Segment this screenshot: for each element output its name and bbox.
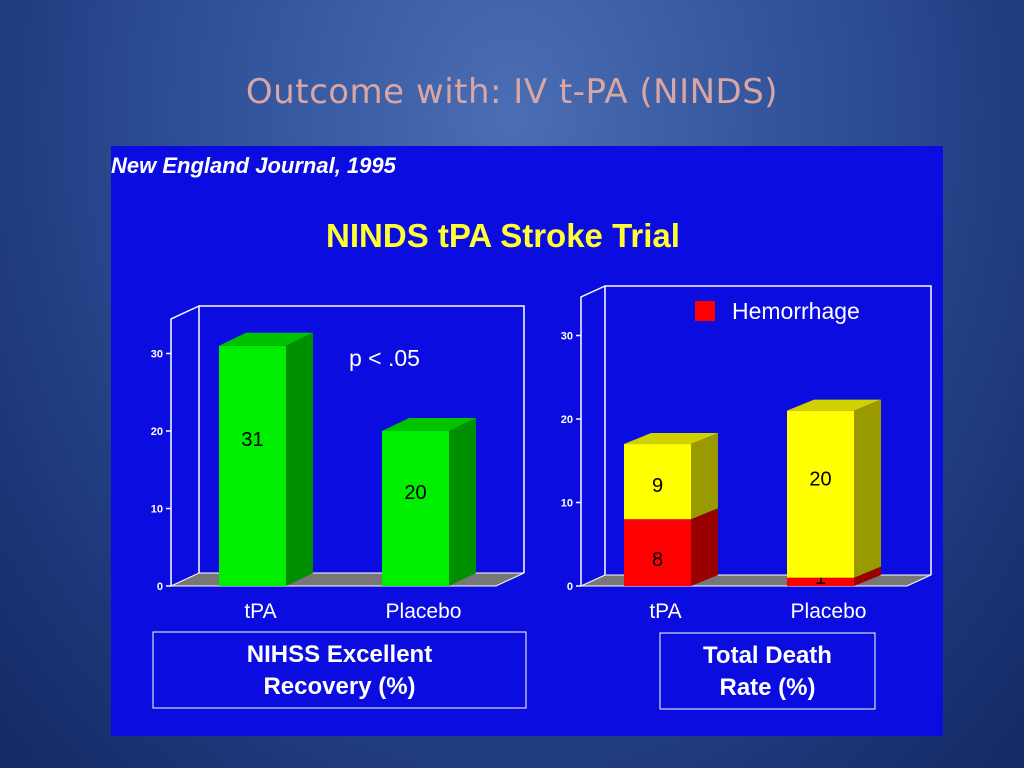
category-label: tPA <box>244 600 276 623</box>
death-bar-segment-top <box>624 433 718 445</box>
legend-swatch <box>695 301 715 321</box>
death-rate-chart: 0 10 20 30 8 9 tPA 1 20 Placebo Hemorrhage Total De… <box>561 285 932 710</box>
hemorrhage-bar-segment <box>624 519 691 586</box>
hemorrhage-bar-segment-side <box>854 566 881 586</box>
recovery-bar-top <box>219 332 313 346</box>
legend-label: Hemorrhage <box>732 298 860 324</box>
death-bar-segment-top <box>787 399 881 411</box>
category-label: tPA <box>649 600 681 623</box>
chart-heading: NINDS tPA Stroke Trial <box>326 217 680 254</box>
chart-title-box <box>152 631 527 709</box>
back-wall <box>198 305 525 573</box>
recovery-bar-side <box>286 332 313 586</box>
chart-panel: New England Journal, 1995 NINDS tPA Stro… <box>111 146 943 736</box>
death-bar-segment-side <box>854 399 881 578</box>
data-label: 9 <box>652 475 663 497</box>
death-bar-segment-side <box>691 433 718 520</box>
recovery-bar <box>219 345 286 586</box>
chart-title-line: Rate (%) <box>719 674 815 701</box>
recovery-bar <box>382 431 449 586</box>
y-tick-label: 0 <box>567 581 573 593</box>
side-wall <box>580 285 606 586</box>
back-wall <box>604 285 932 575</box>
y-tick-label: 20 <box>151 426 163 438</box>
y-tick-label: 20 <box>561 414 573 426</box>
charts-canvas: New England Journal, 1995 NINDS tPA Stro… <box>111 153 932 710</box>
y-tick-label: 30 <box>561 331 573 343</box>
chart-title-line: Total Death <box>703 642 832 669</box>
slide-title: Outcome with: IV t-PA (NINDS) <box>245 72 779 112</box>
recovery-bar-top <box>382 418 476 431</box>
data-label: 20 <box>404 482 426 504</box>
death-bar-segment <box>787 410 854 578</box>
y-tick-label: 10 <box>561 498 573 510</box>
data-label: 8 <box>652 549 663 571</box>
chart-title-box <box>659 632 876 710</box>
y-tick-label: 10 <box>151 504 163 516</box>
data-label: 20 <box>809 469 831 491</box>
y-tick-label: 30 <box>151 349 163 361</box>
recovery-chart: 0 10 20 30 31 tPA 20 Placebo p < .05 NIHSS Excell… <box>151 305 527 709</box>
hemorrhage-bar-segment-side <box>691 508 718 586</box>
category-label: Placebo <box>791 600 867 623</box>
chart-title-line: Recovery (%) <box>263 673 415 700</box>
data-label: 31 <box>241 429 263 451</box>
recovery-bar-side <box>449 418 476 586</box>
data-label: 1 <box>815 567 826 589</box>
chart-title-line: NIHSS Excellent <box>247 641 432 668</box>
category-label: Placebo <box>386 600 462 623</box>
death-bar-segment <box>624 444 691 520</box>
p-value-annotation: p < .05 <box>349 345 420 371</box>
hemorrhage-bar-segment <box>787 577 854 586</box>
source-citation: New England Journal, 1995 <box>111 153 397 178</box>
side-wall <box>170 305 200 586</box>
y-tick-label: 0 <box>157 581 163 593</box>
